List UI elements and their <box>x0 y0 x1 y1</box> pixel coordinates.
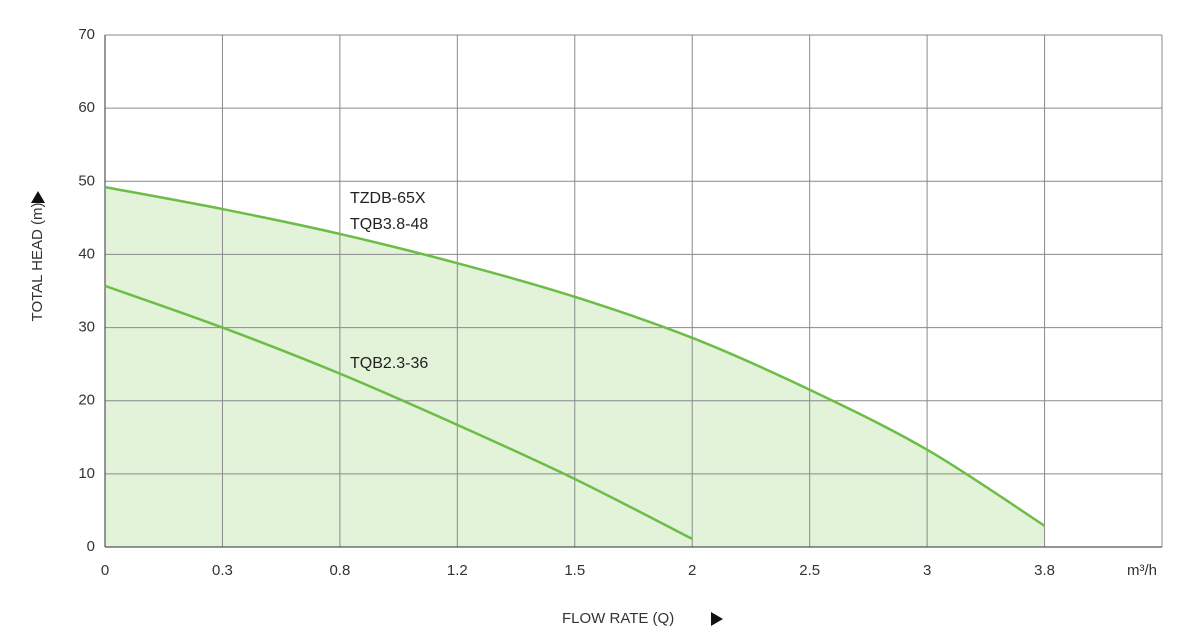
y-tick-label: 60 <box>78 99 95 116</box>
y-tick-label: 70 <box>78 26 95 43</box>
x-tick-label: 2.5 <box>799 562 820 579</box>
x-tick-label: 1.5 <box>564 562 585 579</box>
y-tick-label: 30 <box>78 319 95 336</box>
x-tick-label: 2 <box>688 562 696 579</box>
x-tick-label: 3.8 <box>1034 562 1055 579</box>
y-axis-arrow <box>31 191 45 203</box>
series-label: TZDB-65X <box>350 190 426 207</box>
x-tick-label: 1.2 <box>447 562 468 579</box>
x-unit-label: m³/h <box>1127 562 1157 579</box>
x-axis-label: FLOW RATE (Q) <box>562 610 674 627</box>
line <box>104 284 693 541</box>
line <box>104 185 1046 527</box>
x-axis-arrow <box>711 612 723 626</box>
x-tick-label: 0.3 <box>212 562 233 579</box>
x-tick-label: 3 <box>923 562 931 579</box>
y-tick-label: 0 <box>87 538 95 555</box>
y-tick-label: 50 <box>78 172 95 189</box>
y-tick-label: 10 <box>78 465 95 482</box>
y-axis-label: TOTAL HEAD (m) <box>29 203 46 322</box>
y-tick-label: 20 <box>78 392 95 409</box>
series-label: TQB2.3-36 <box>350 355 428 372</box>
y-tick-label: 40 <box>78 245 95 262</box>
x-tick-label: 0 <box>101 562 109 579</box>
series-label: TQB3.8-48 <box>350 216 428 233</box>
x-tick-label: 0.8 <box>329 562 350 579</box>
